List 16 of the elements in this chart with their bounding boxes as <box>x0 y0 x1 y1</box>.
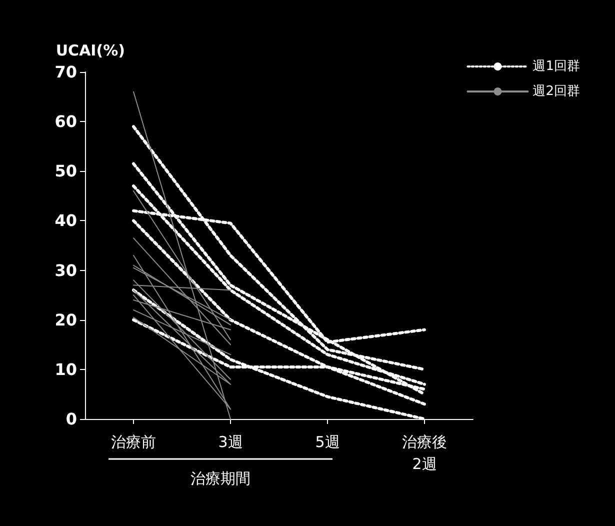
x-tick-label: 5週 <box>315 433 340 451</box>
legend-label: 週1回群 <box>532 59 580 74</box>
y-tick-label: 70 <box>54 62 77 82</box>
y-tick-label: 30 <box>54 260 77 280</box>
x-tick-label: 3週 <box>218 433 243 451</box>
x-tick-label: 治療前 <box>111 433 156 451</box>
y-tick-label: 20 <box>54 310 77 330</box>
y-tick-label: 10 <box>54 360 77 379</box>
y-tick-label: 0 <box>66 410 77 428</box>
y-tick-label: 50 <box>54 162 77 181</box>
y-tick-label: 60 <box>54 112 77 132</box>
x-tick-label: 治療後 2週 <box>402 433 447 473</box>
x-axis-title: 治療期間 <box>190 470 250 488</box>
legend-label: 週2回群 <box>532 84 580 99</box>
y-tick-label: 40 <box>54 211 77 230</box>
y-axis-title: UCAI(%) <box>56 42 125 60</box>
